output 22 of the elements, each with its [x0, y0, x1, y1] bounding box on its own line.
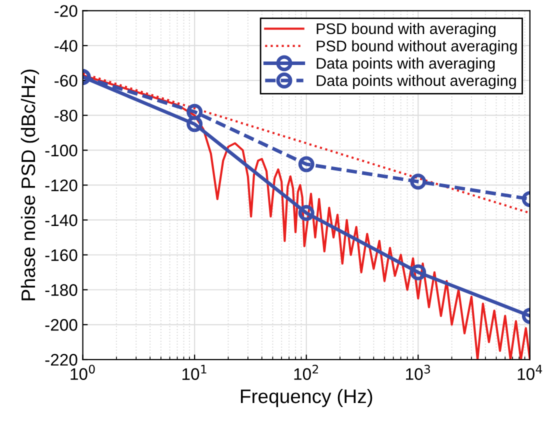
- legend-label: PSD bound without averaging: [316, 40, 517, 54]
- y-tick-label: -40: [54, 40, 78, 52]
- y-tick-label: -160: [45, 249, 78, 262]
- y-tick-label: -220: [45, 354, 78, 366]
- y-tick-label: -120: [45, 180, 78, 192]
- y-tick-label: -100: [45, 144, 78, 156]
- legend-label: PSD bound with averaging: [316, 22, 496, 38]
- legend-label: Data points without averaging: [316, 74, 516, 90]
- x-tick-label: 10$^{0}$: [70, 364, 95, 380]
- legend-label: Data points with averaging: [316, 58, 495, 72]
- y-tick-label: -60: [54, 74, 78, 87]
- y-axis-title: Phase noise PSD (dBc/Hz): [20, 70, 40, 300]
- x-tick-label: 10$^{1}$: [182, 364, 206, 380]
- y-tick-label: -200: [45, 319, 78, 331]
- x-axis-title: Frequency (Hz): [240, 388, 372, 408]
- y-tick-label: -180: [45, 284, 78, 296]
- x-tick-label: 10$^{4}$: [518, 364, 542, 380]
- y-tick-label: -80: [54, 110, 78, 122]
- y-tick-label: -140: [45, 214, 78, 226]
- x-tick-label: 10$^{3}$: [406, 364, 430, 380]
- x-tick-label: 10$^{2}$: [294, 364, 318, 380]
- y-tick-label: -20: [54, 5, 78, 17]
